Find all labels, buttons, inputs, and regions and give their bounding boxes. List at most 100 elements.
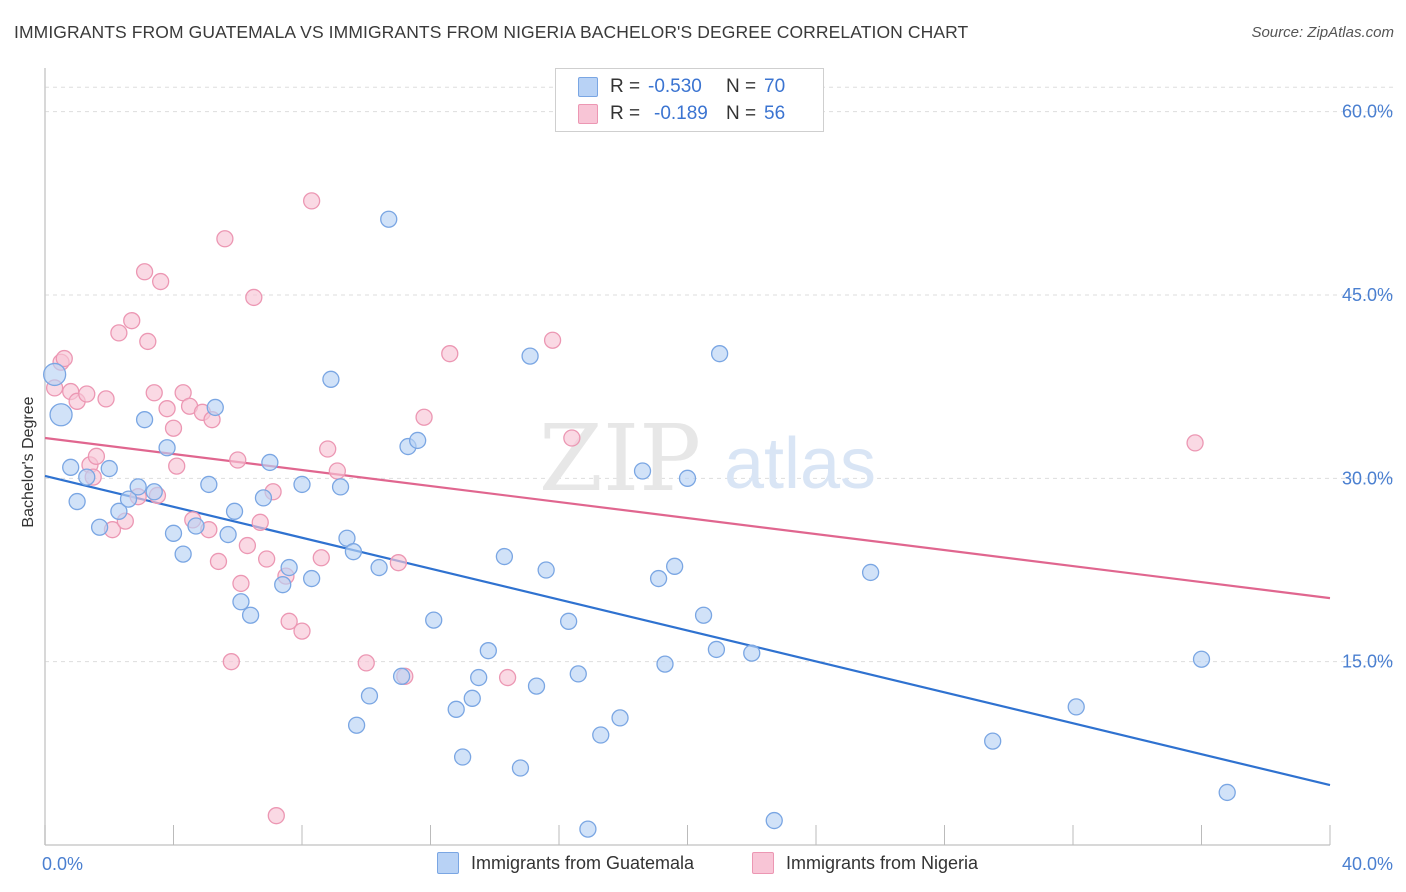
nigeria-point: [302, 192, 321, 210]
guatemala-point: [743, 644, 761, 662]
r-label: R =: [610, 103, 641, 124]
nigeria-point: [543, 331, 562, 349]
nigeria-point: [258, 550, 276, 568]
guatemala-point: [707, 640, 726, 659]
guatemala-point: [649, 569, 668, 588]
guatemala-point: [302, 569, 321, 588]
guatemala-point: [322, 370, 340, 388]
legend-row-nigeria: R = -0.189 N = 56: [578, 102, 785, 126]
guatemala-point: [90, 518, 109, 536]
nigeria-point: [78, 385, 96, 403]
legend-row-guatemala: R = -0.530 N = 70: [578, 75, 785, 99]
guatemala-point: [200, 475, 218, 494]
n-label: N =: [726, 103, 757, 124]
guatemala-point: [453, 748, 472, 766]
guatemala-point: [187, 517, 205, 535]
nigeria-point: [328, 462, 346, 480]
guatemala-point: [710, 345, 729, 363]
nigeria-points: [45, 192, 1204, 825]
y-tick-label: 45.0%: [1342, 285, 1393, 305]
x-tick-label: 0.0%: [42, 854, 83, 874]
guatemala-point: [611, 709, 629, 727]
nigeria-point: [563, 429, 581, 447]
guatemala-point: [479, 642, 497, 660]
nigeria-swatch: [578, 104, 598, 124]
guatemala-point: [135, 411, 154, 429]
nigeria-point: [164, 419, 183, 437]
y-tick-label: 15.0%: [1342, 652, 1393, 672]
nigeria-point: [135, 263, 154, 281]
guatemala-point: [521, 347, 539, 365]
guatemala-point: [164, 524, 183, 542]
x-tick-label: 40.0%: [1342, 854, 1393, 874]
n-value: 70: [764, 76, 786, 97]
nigeria-swatch: [752, 852, 774, 874]
nigeria-point: [251, 513, 269, 531]
nigeria-point: [267, 807, 285, 825]
guatemala-point: [62, 458, 80, 476]
chart-title: IMMIGRANTS FROM GUATEMALA VS IMMIGRANTS …: [14, 22, 969, 42]
guatemala-point: [360, 687, 379, 705]
r-label: R =: [610, 76, 641, 97]
guatemala-point: [370, 558, 388, 577]
nigeria-point: [1186, 434, 1204, 452]
guatemala-point: [380, 210, 398, 228]
nigeria-point: [441, 345, 459, 363]
nigeria-point: [151, 272, 170, 291]
nigeria-point: [158, 400, 176, 418]
guatemala-point: [392, 667, 411, 685]
guatemala-point: [559, 612, 578, 630]
source-credit: Source: ZipAtlas.com: [1251, 24, 1394, 41]
guatemala-swatch: [437, 852, 459, 874]
guatemala-point: [1067, 698, 1085, 716]
guatemala-point: [579, 820, 597, 838]
guatemala-point: [158, 439, 176, 457]
nigeria-point: [498, 668, 517, 687]
r-value: -0.189: [654, 103, 708, 124]
guatemala-point: [68, 492, 86, 511]
guatemala-point: [765, 811, 783, 830]
guatemala-point: [537, 561, 555, 579]
nigeria-point: [168, 457, 186, 475]
r-value: -0.530: [648, 76, 702, 97]
guatemala-point: [569, 665, 587, 683]
nigeria-point: [232, 574, 250, 593]
guatemala-point: [119, 490, 138, 508]
nigeria-point: [238, 536, 257, 555]
nigeria-point: [357, 654, 375, 672]
guatemala-point: [241, 606, 260, 624]
nigeria-point: [389, 554, 408, 572]
nigeria-point: [145, 384, 163, 402]
bottom-legend-guatemala: Immigrants from Guatemala: [437, 852, 694, 874]
n-label: N =: [726, 76, 757, 97]
legend-label-guatemala: Immigrants from Guatemala: [471, 852, 695, 873]
nigeria-point: [229, 451, 247, 469]
guatemala-point: [666, 557, 684, 575]
guatemala-point: [495, 547, 514, 566]
y-tick-label: 60.0%: [1342, 102, 1393, 122]
nigeria-point: [139, 332, 157, 351]
bottom-legend-nigeria: Immigrants from Nigeria: [752, 852, 978, 874]
stats-legend: R = -0.530 N = 70 R = -0.189 N = 56: [555, 68, 824, 132]
y-tick-label: 30.0%: [1342, 468, 1393, 488]
guatemala-point: [425, 611, 443, 629]
guatemala-point: [447, 700, 465, 718]
guatemala-point: [592, 726, 610, 744]
guatemala-point: [331, 478, 350, 496]
axes: [44, 68, 1331, 846]
guatemala-point: [347, 716, 366, 734]
watermark: ZIP atlas: [539, 405, 876, 512]
nigeria-point: [319, 440, 337, 458]
guatemala-point: [511, 759, 530, 777]
guatemala-point: [344, 543, 363, 561]
nigeria-point: [293, 622, 311, 640]
guatemala-point: [225, 502, 244, 520]
watermark-atlas: atlas: [724, 424, 876, 504]
guatemala-point: [274, 576, 292, 594]
guatemala-point: [261, 453, 279, 472]
guatemala-point: [1192, 650, 1211, 668]
guatemala-point: [984, 732, 1002, 750]
guatemala-swatch: [578, 77, 598, 97]
guatemala-point: [470, 668, 488, 687]
